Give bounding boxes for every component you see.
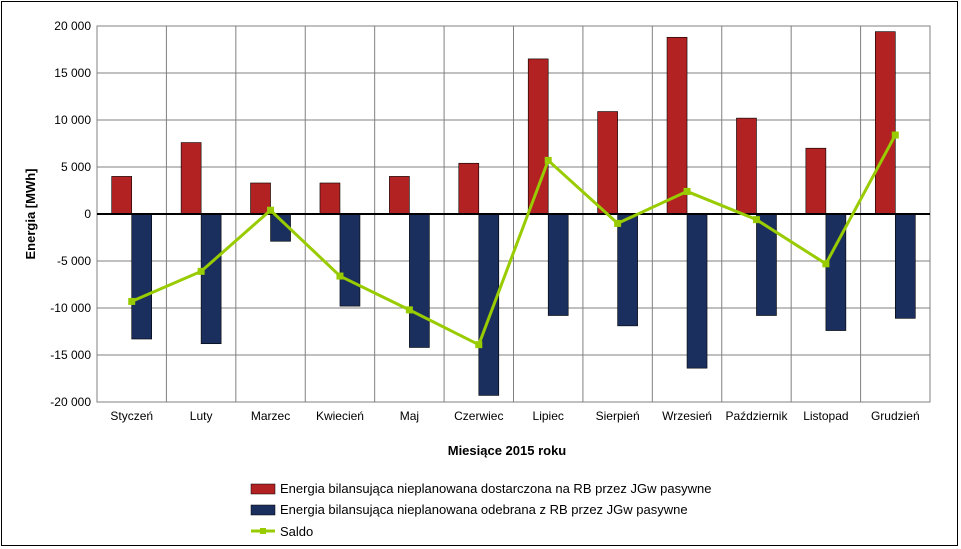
x-tick-labels: Styczeń Luty Marzec Kwiecień Maj Czerwiec Lipi… [110,409,919,423]
x-tick-label: Czerwiec [454,409,503,423]
y-tick-label: 10 000 [54,113,91,127]
legend-swatch-received [250,504,276,516]
x-tick-label: Grudzień [871,409,920,423]
legend-label-supplied: Energia bilansująca nieplanowana dostarc… [280,481,711,496]
saldo-point [197,267,205,275]
legend-label-saldo: Saldo [280,524,313,539]
bar-received [200,213,222,345]
x-tick-label: Listopad [803,409,848,423]
saldo-point [267,206,275,214]
bar-supplied [736,117,757,215]
saldo-point [822,260,830,268]
saldo-point [752,216,760,224]
y-tick-label: 0 [84,207,91,221]
saldo-point [614,219,622,227]
legend: Energia bilansująca nieplanowana dostarc… [250,481,711,539]
bar-received [617,213,638,327]
legend-swatch-supplied [250,483,276,495]
saldo-line [131,134,897,347]
bar-supplied [389,176,410,215]
saldo-point [336,272,344,280]
bar-received [478,213,500,396]
saldo-point [128,297,136,305]
x-tick-label: Kwiecień [316,409,364,423]
y-tick-label: 5 000 [61,160,91,174]
saldo-point [683,187,691,195]
bars-layer [111,31,916,396]
x-tick-label: Lipiec [533,409,564,423]
bar-received [894,213,916,319]
y-tick-label: -15 000 [50,348,91,362]
bar-received [339,213,361,307]
y-tick-label: 15 000 [54,66,91,80]
x-tick-label: Wrzesień [662,409,712,423]
bar-received [686,213,708,369]
bar-supplied [458,162,480,215]
y-tick-label: -5 000 [57,254,91,268]
bar-supplied [111,176,133,215]
bar-supplied [597,111,618,215]
saldo-line-layer [128,131,899,349]
x-tick-label: Sierpień [596,409,640,423]
bar-supplied [805,147,827,215]
x-tick-label: Październik [725,409,788,423]
y-tick-label: 20 000 [54,19,91,33]
bar-supplied [874,31,896,215]
bar-supplied [180,142,202,215]
y-tick-labels: 20 000 15 000 10 000 5 000 0 -5 000 -10 000 -15… [50,19,91,409]
y-tick-label: -10 000 [50,301,91,315]
x-tick-label: Styczeń [110,409,153,423]
x-tick-label: Maj [400,409,419,423]
y-tick-label: -20 000 [50,395,91,409]
legend-label-received: Energia bilansująca nieplanowana odebran… [280,502,688,517]
saldo-point [475,341,483,349]
x-tick-label: Luty [190,409,213,423]
x-axis-title: Miesiące 2015 roku [448,443,567,458]
saldo-point [891,131,899,139]
bar-supplied [319,182,341,215]
bar-received [547,213,569,316]
y-axis-title: Energia [MWh] [23,169,38,260]
saldo-point [544,156,552,164]
saldo-point [405,306,413,314]
bar-supplied [666,36,688,215]
legend-swatch-saldo-marker [260,528,266,534]
x-tick-label: Marzec [251,409,290,423]
bar-received [409,213,430,348]
bar-received [131,213,153,340]
